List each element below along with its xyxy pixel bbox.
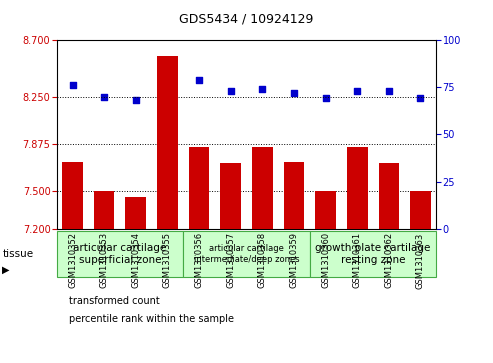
Text: GSM1310357: GSM1310357 (226, 232, 235, 289)
FancyBboxPatch shape (57, 232, 183, 277)
Point (353, 88, 361, 94)
Bar (316, 191, 336, 229)
Point (417, 95, 424, 101)
Text: transformed count: transformed count (69, 296, 160, 306)
Bar (283, 162, 304, 229)
Text: articular cartilage
superficial zone: articular cartilage superficial zone (73, 243, 167, 265)
Point (385, 88, 393, 94)
Text: GSM1310363: GSM1310363 (416, 232, 425, 289)
FancyBboxPatch shape (183, 232, 310, 277)
Text: articular cartilage
intermediate/deep zones: articular cartilage intermediate/deep zo… (194, 244, 299, 264)
Text: percentile rank within the sample: percentile rank within the sample (69, 314, 234, 325)
Point (69, 82, 76, 88)
Bar (379, 163, 399, 229)
Text: GSM1310355: GSM1310355 (163, 232, 172, 288)
Bar (126, 197, 146, 229)
Text: GSM1310358: GSM1310358 (258, 232, 267, 289)
Text: GDS5434 / 10924129: GDS5434 / 10924129 (179, 12, 314, 25)
Text: GSM1310361: GSM1310361 (352, 232, 362, 289)
Point (164, 67, 172, 73)
Point (100, 94, 108, 99)
Bar (252, 147, 273, 229)
Bar (347, 147, 367, 229)
FancyBboxPatch shape (310, 232, 436, 277)
Text: GSM1310356: GSM1310356 (195, 232, 204, 289)
Point (195, 77, 203, 82)
Bar (220, 163, 241, 229)
Point (290, 90, 298, 96)
Bar (94, 191, 114, 229)
Text: GSM1310353: GSM1310353 (100, 232, 108, 289)
Point (227, 88, 235, 94)
Text: GSM1310360: GSM1310360 (321, 232, 330, 289)
Point (132, 97, 140, 103)
Text: growth plate cartilage
resting zone: growth plate cartilage resting zone (316, 243, 431, 265)
Text: GSM1310354: GSM1310354 (131, 232, 141, 288)
Text: GSM1310362: GSM1310362 (385, 232, 393, 289)
Point (321, 95, 329, 101)
Point (258, 86, 266, 92)
Text: ▶: ▶ (2, 264, 10, 274)
Text: tissue: tissue (2, 249, 34, 259)
Bar (157, 56, 177, 229)
Bar (62, 162, 83, 229)
Bar (189, 147, 210, 229)
Bar (410, 191, 431, 229)
Text: GSM1310352: GSM1310352 (68, 232, 77, 288)
Text: GSM1310359: GSM1310359 (289, 232, 298, 288)
